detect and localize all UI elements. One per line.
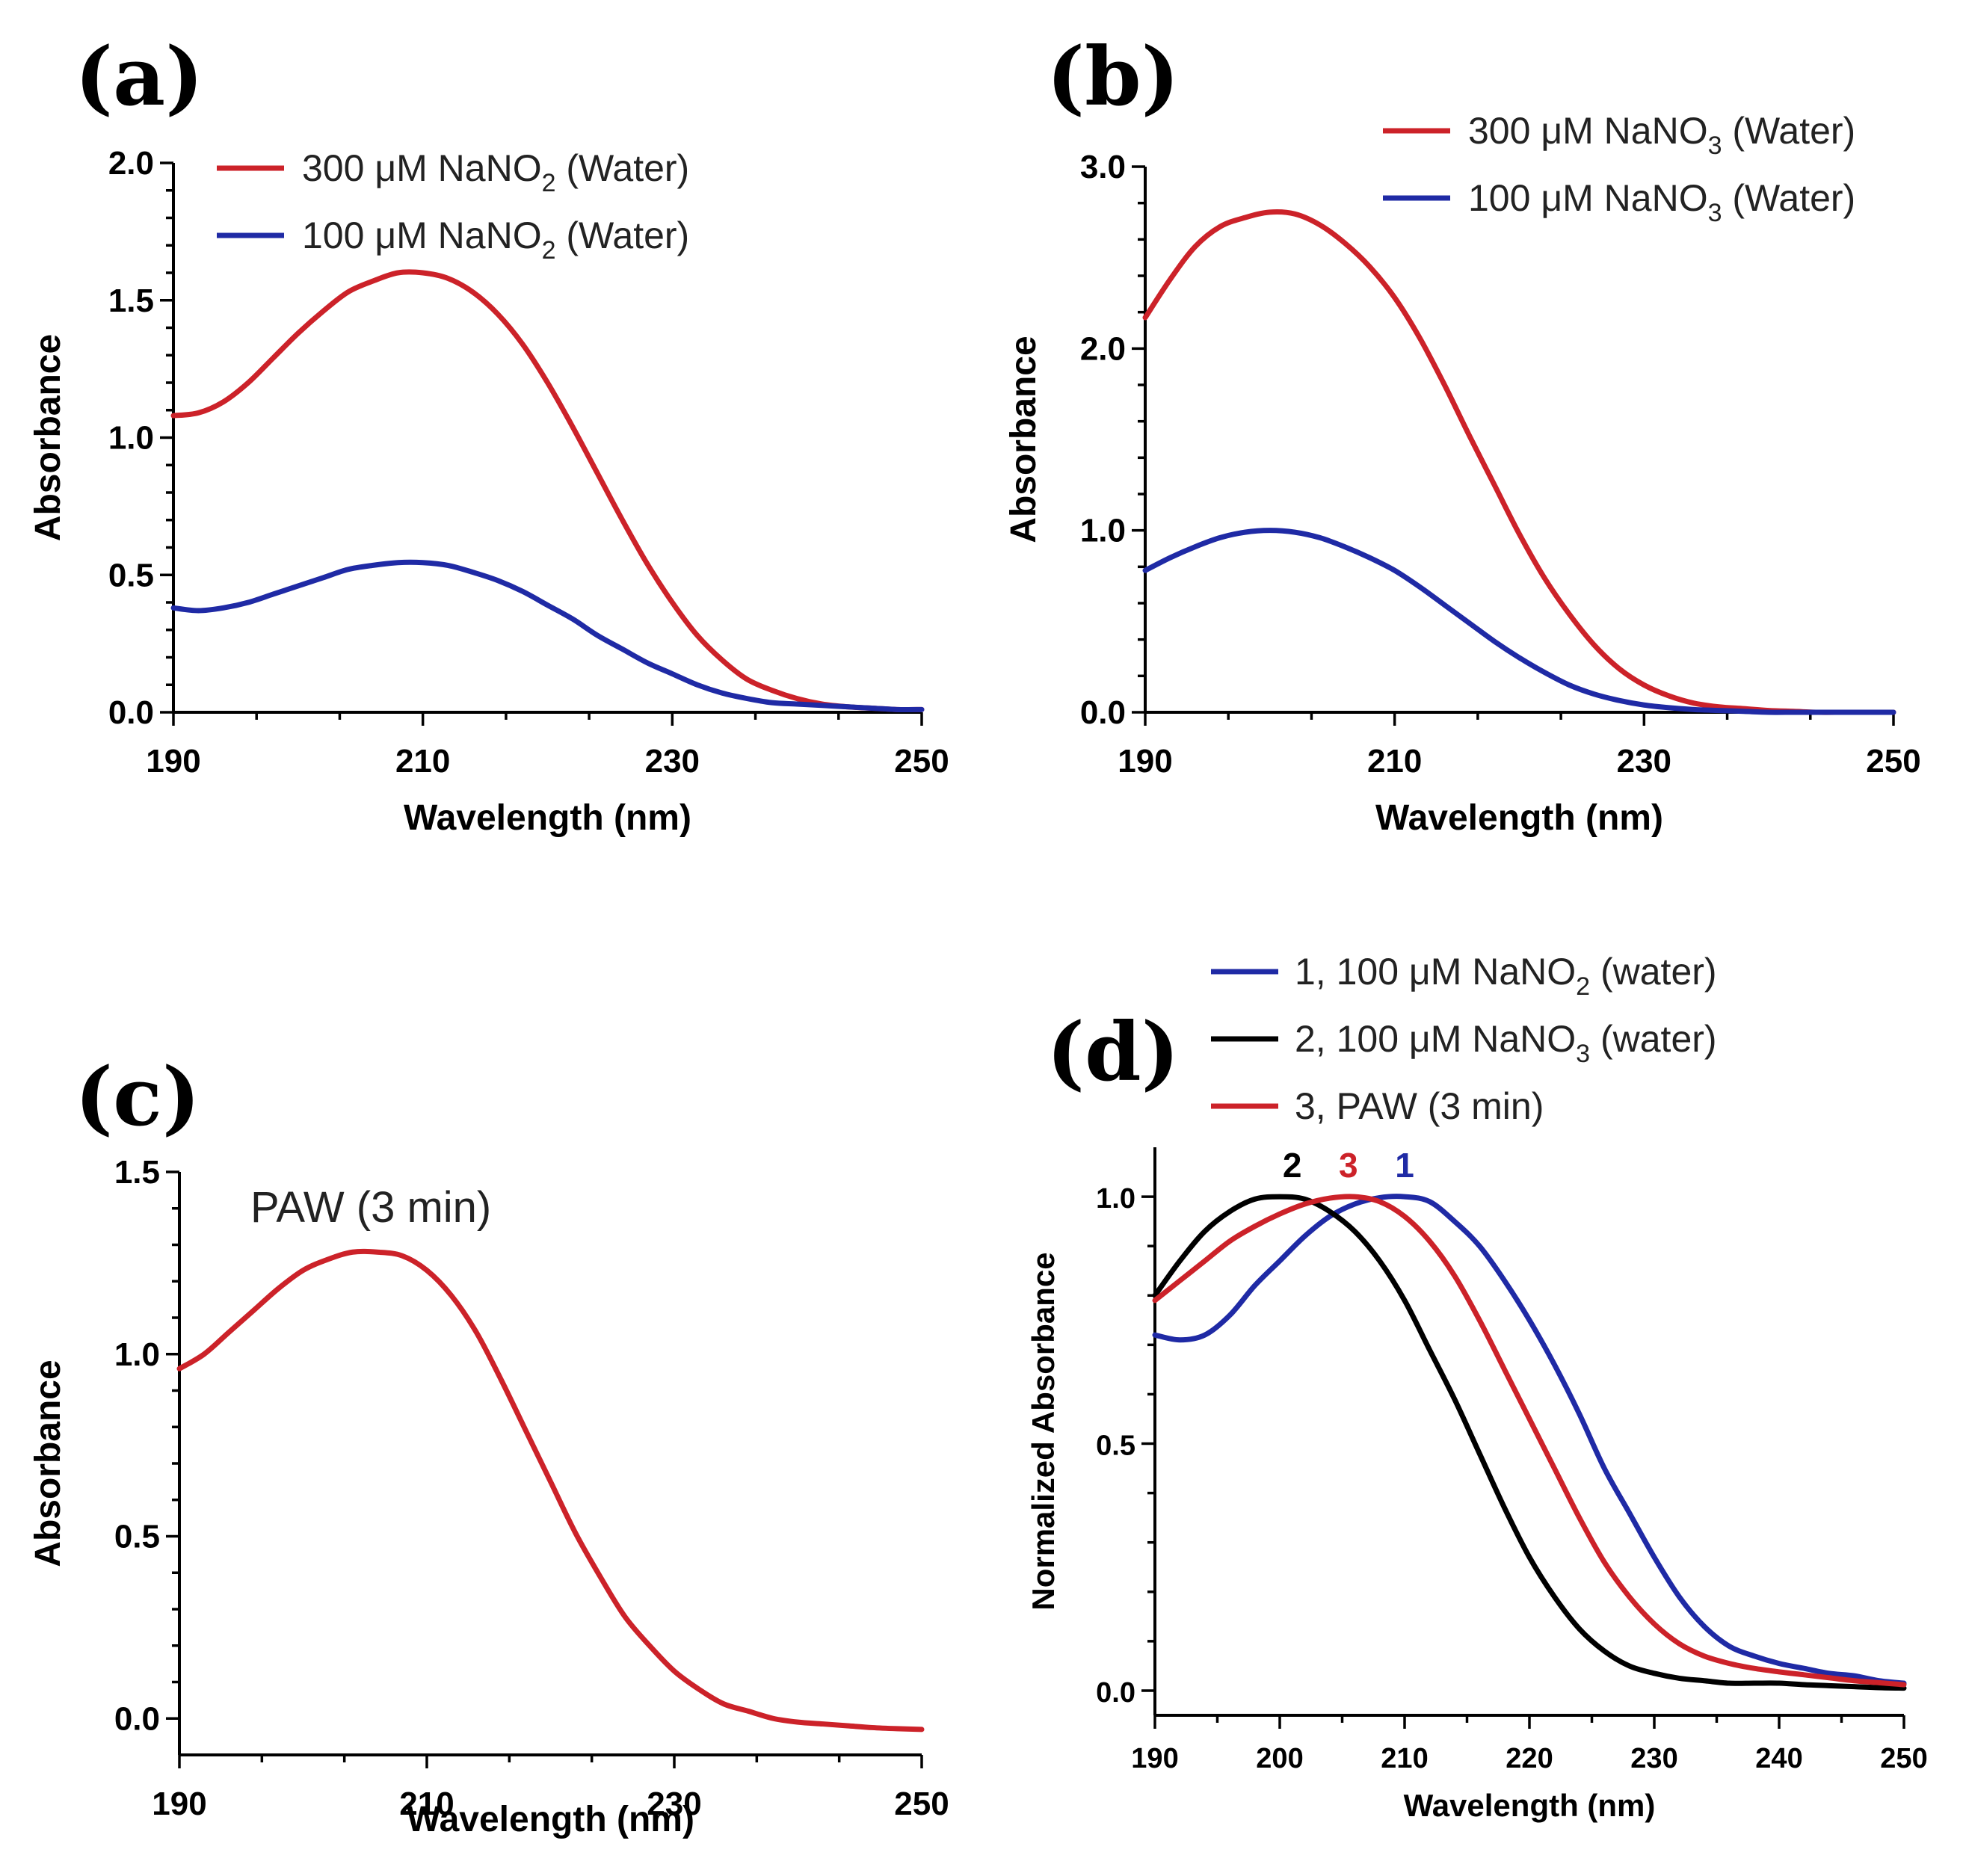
x-tick-label: 210	[1367, 743, 1422, 780]
panel-label: (a)	[75, 30, 203, 124]
x-tick-label: 190	[1131, 1743, 1178, 1774]
x-tick-label: 230	[647, 1786, 701, 1822]
panel-b: (b) 0.0 1.0 2.0 3.0 190 210 230 250 Wavelength (n…	[1004, 30, 1921, 838]
series-line	[1152, 1194, 1907, 1691]
x-tick-label: 190	[146, 743, 200, 780]
series-line	[170, 559, 925, 712]
series-line	[170, 269, 925, 712]
x-tick-label: 210	[395, 743, 450, 780]
y-tick-label: 0.0	[1096, 1677, 1135, 1709]
panel-a: (a) 0.0 0.5 1.0 1.5 2.0 190 210 230 250 Wavelength…	[28, 30, 949, 838]
y-axis-title: Absorbance	[28, 334, 68, 541]
panel-label: (d)	[1047, 1005, 1180, 1099]
x-tick-label: 250	[1880, 1743, 1927, 1774]
y-tick-label: 1.0	[114, 1336, 160, 1373]
y-tick-label: 1.5	[108, 283, 154, 319]
y-tick-label: 2.0	[108, 145, 154, 182]
y-tick-label: 1.0	[1096, 1183, 1135, 1215]
y-tick-label: 1.0	[1080, 513, 1126, 549]
x-tick-label: 230	[1617, 743, 1671, 780]
series-line	[1152, 1194, 1907, 1688]
x-tick-label: 200	[1256, 1743, 1303, 1774]
series-line	[1152, 1194, 1907, 1686]
panel-label: (c)	[75, 1050, 200, 1144]
x-tick-label: 210	[399, 1786, 454, 1822]
x-tick-label: 250	[894, 743, 949, 780]
peak-label: 2	[1283, 1146, 1302, 1185]
x-axis-title: Wavelength (nm)	[407, 1800, 694, 1839]
y-tick-label: 0.0	[108, 694, 154, 731]
y-tick-label: 0.5	[1096, 1431, 1135, 1462]
y-tick-label: 1.0	[108, 420, 154, 457]
y-axis-title: Absorbance	[28, 1360, 68, 1567]
x-tick-label: 220	[1506, 1743, 1553, 1774]
y-axis-title: Absorbance	[1004, 336, 1044, 543]
y-tick-label: 0.0	[114, 1700, 160, 1737]
x-axis-title: Wavelength (nm)	[404, 798, 691, 838]
peak-label: 3	[1339, 1146, 1358, 1185]
legend-label: 300 μM NaNO3 (Water)	[1468, 110, 1855, 160]
y-tick-label: 2.0	[1080, 330, 1126, 367]
series-line	[1142, 528, 1896, 715]
x-tick-label: 250	[894, 1786, 949, 1822]
panel-label: (b)	[1047, 30, 1180, 124]
x-tick-label: 190	[152, 1786, 206, 1822]
peak-label: 1	[1395, 1146, 1414, 1185]
series-line	[176, 1248, 925, 1732]
x-tick-label: 230	[1630, 1743, 1677, 1774]
legend-label: 300 μM NaNO2 (Water)	[302, 147, 689, 197]
x-tick-label: 230	[645, 743, 700, 780]
legend-label: 3, PAW (3 min)	[1295, 1085, 1544, 1127]
panel-c: (c) 0.0 0.5 1.0 1.5 190 210 230 250 Wavelength (n…	[28, 1050, 949, 1839]
legend-label: 1, 100 μM NaNO2 (water)	[1295, 951, 1717, 1001]
y-tick-label: 0.0	[1080, 694, 1126, 731]
x-tick-label: 190	[1118, 743, 1172, 780]
y-tick-label: 3.0	[1080, 149, 1126, 185]
legend-label: 2, 100 μM NaNO3 (water)	[1295, 1018, 1717, 1068]
annotation-label: PAW (3 min)	[250, 1183, 491, 1232]
x-tick-label: 250	[1866, 743, 1920, 780]
panel-d: (d) 0.0 0.5 1.0 190 200 210 220 230 240 250 Wavelen…	[1026, 951, 1928, 1823]
x-axis-title: Wavelength (nm)	[1404, 1788, 1656, 1823]
y-tick-label: 1.5	[114, 1154, 160, 1191]
y-axis-title: Normalized Absorbance	[1026, 1252, 1061, 1610]
y-tick-label: 0.5	[108, 557, 154, 593]
x-tick-label: 240	[1755, 1743, 1802, 1774]
y-tick-label: 0.5	[114, 1519, 160, 1555]
legend-label: 100 μM NaNO3 (Water)	[1468, 177, 1855, 227]
x-tick-label: 210	[1381, 1743, 1428, 1774]
x-axis-title: Wavelength (nm)	[1375, 798, 1663, 838]
legend-label: 100 μM NaNO2 (Water)	[302, 215, 689, 265]
